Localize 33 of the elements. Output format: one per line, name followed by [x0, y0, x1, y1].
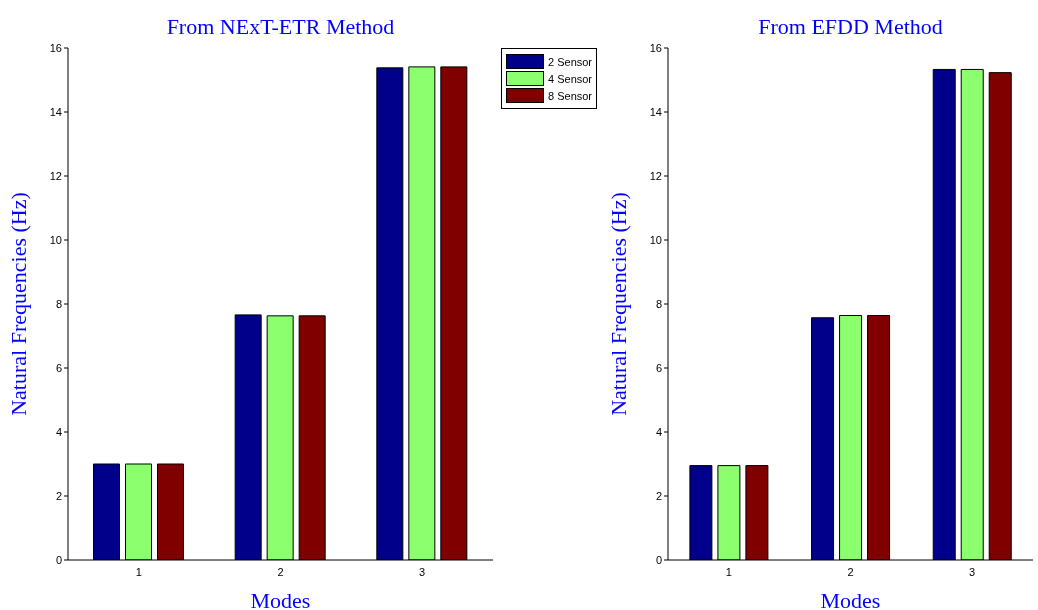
y-tick-label: 4	[55, 425, 62, 438]
legend-label: 2 Sensor	[548, 55, 593, 68]
x-tick-label: 2	[847, 565, 854, 578]
chart-title: From NExT-ETR Method	[165, 14, 396, 40]
y-tick-label: 16	[49, 41, 62, 54]
legend-label: 4 Sensor	[548, 72, 593, 85]
legend-label: 8 Sensor	[548, 89, 593, 102]
x-tick-label: 2	[277, 565, 284, 578]
y-tick-label: 0	[655, 553, 662, 566]
y-tick-label: 10	[49, 233, 62, 246]
y-tick-label: 10	[649, 233, 662, 246]
y-tick-label: 2	[655, 489, 662, 502]
x-axis-title: Modes	[820, 588, 881, 610]
y-tick-label: 8	[655, 297, 662, 310]
y-tick-label: 6	[55, 361, 62, 374]
y-tick-label: 6	[655, 361, 662, 374]
y-tick-label: 12	[49, 169, 62, 182]
y-tick-label: 2	[55, 489, 62, 502]
y-tick-label: 14	[49, 105, 62, 118]
y-tick-label: 4	[655, 425, 662, 438]
x-axis-title: Modes	[250, 588, 311, 610]
y-tick-label: 14	[649, 105, 662, 118]
y-tick-label: 16	[649, 41, 662, 54]
chart-title: From EFDD Method	[757, 14, 944, 40]
y-tick-label: 12	[649, 169, 662, 182]
y-axis-title: Natural Frequencies (Hz)	[5, 192, 31, 416]
x-tick-label: 3	[419, 565, 426, 578]
x-tick-label: 1	[725, 565, 732, 578]
y-tick-label: 8	[55, 297, 62, 310]
y-axis-title: Natural Frequencies (Hz)	[605, 192, 631, 416]
x-tick-label: 1	[135, 565, 142, 578]
x-tick-label: 3	[969, 565, 976, 578]
y-tick-label: 0	[55, 553, 62, 566]
